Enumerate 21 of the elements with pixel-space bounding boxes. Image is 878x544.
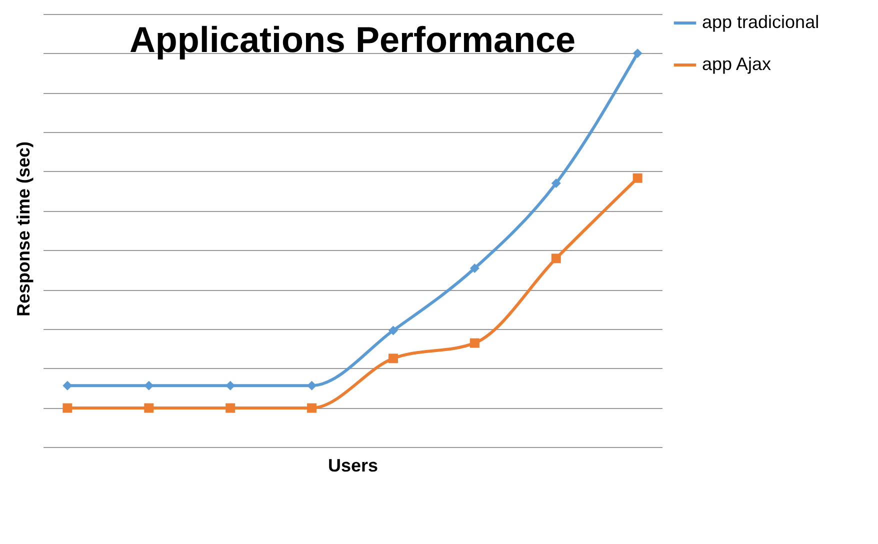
point: [470, 264, 480, 274]
chart-title: Applications Performance: [129, 19, 576, 60]
x-axis-title: Users: [328, 456, 378, 476]
legend-label: app tradicional: [702, 12, 820, 32]
point: [388, 326, 398, 336]
point: [632, 173, 642, 183]
legend-label: app Ajax: [702, 54, 772, 74]
point: [307, 403, 317, 413]
point: [551, 178, 561, 188]
point: [226, 380, 236, 390]
point: [62, 380, 72, 390]
point: [632, 48, 642, 58]
point: [144, 380, 154, 390]
point: [144, 403, 154, 413]
point: [226, 403, 236, 413]
point: [388, 354, 398, 364]
point: [470, 338, 480, 348]
point: [551, 254, 561, 264]
point: [307, 380, 317, 390]
y-axis-title: Response time (sec): [14, 141, 34, 317]
point: [62, 403, 72, 413]
